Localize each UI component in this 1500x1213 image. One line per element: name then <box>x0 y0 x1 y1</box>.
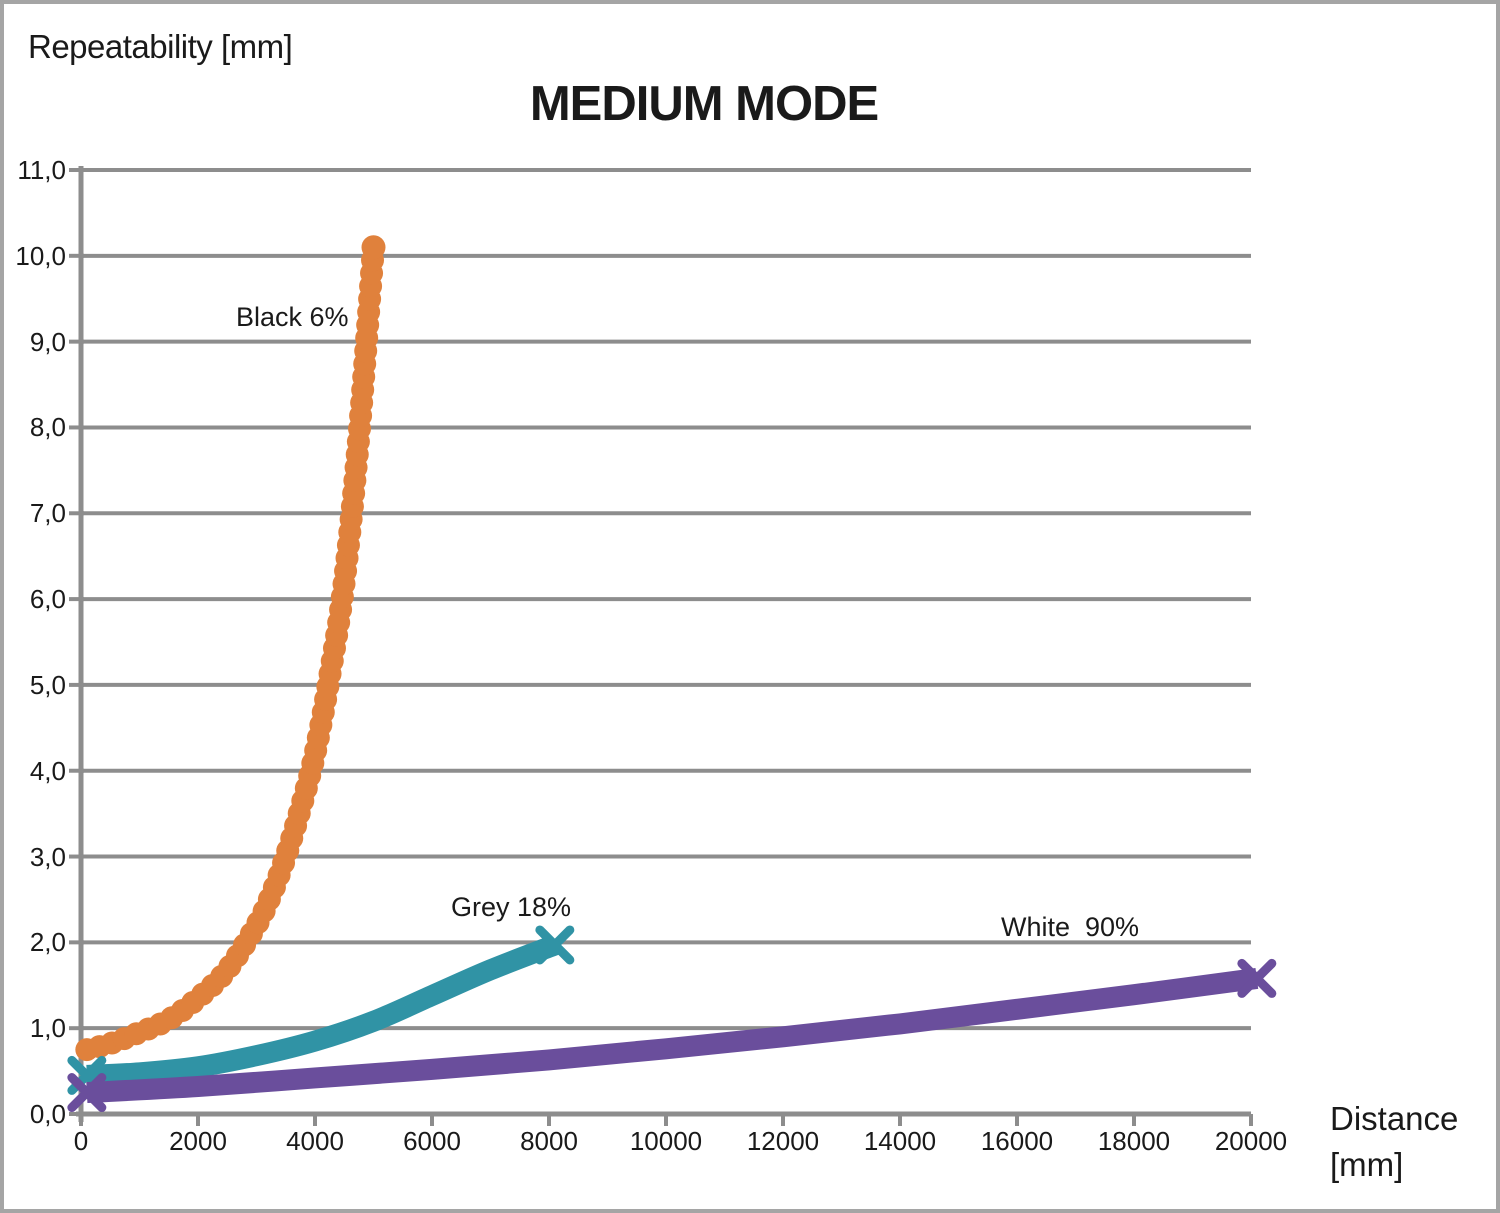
y-tick-label: 3,0 <box>29 841 66 872</box>
y-tick-label: 11,0 <box>17 155 66 185</box>
series-label-grey-18: Grey 18% <box>451 892 572 922</box>
gridlines <box>81 168 1251 1031</box>
x-tick-label: 16000 <box>980 1126 1054 1156</box>
x-marker <box>1237 958 1277 998</box>
x-tick-label: 0 <box>73 1126 89 1156</box>
y-tick-label: 4,0 <box>29 755 66 786</box>
y-tick-label: 0,0 <box>29 1099 66 1129</box>
x-tick-label: 4000 <box>286 1126 344 1156</box>
x-marker <box>535 925 575 965</box>
x-tick-label: 12000 <box>746 1126 820 1156</box>
y-tick-label: 1,0 <box>29 1013 66 1044</box>
x-tick-label: 6000 <box>403 1126 461 1156</box>
y-tick-label: 7,0 <box>29 498 66 529</box>
series-white-90- <box>67 958 1277 1113</box>
series-black-6- <box>75 235 386 1062</box>
y-tick-label: 6,0 <box>29 584 66 615</box>
x-tick-label: 8000 <box>520 1126 578 1156</box>
x-axis-title: Distance [mm] <box>1330 1100 1459 1183</box>
series-line <box>86 935 559 1086</box>
circle-marker <box>361 235 386 260</box>
y-tick-label: 10,0 <box>15 240 66 271</box>
series-label-white-90: White 90% <box>1001 912 1140 942</box>
y-tick-label: 2,0 <box>29 927 66 958</box>
x-tick-label: 14000 <box>863 1126 937 1156</box>
axes <box>69 166 1253 1126</box>
x-tick-label: 2000 <box>169 1126 227 1156</box>
y-tick-label: 8,0 <box>29 412 66 443</box>
y-tick-label: 9,0 <box>29 326 66 357</box>
y-axis-title: Repeatability [mm] <box>28 28 293 65</box>
series-line <box>86 967 1259 1104</box>
chart-title: MEDIUM MODE <box>529 77 879 131</box>
series-label-black-6: Black 6% <box>236 302 349 332</box>
y-tick-label: 5,0 <box>29 669 66 700</box>
chart-canvas <box>67 166 1277 1126</box>
x-marker <box>67 1073 107 1113</box>
x-tick-label: 18000 <box>1097 1126 1171 1156</box>
x-tick-label: 10000 <box>629 1126 703 1156</box>
x-tick-label: 20000 <box>1214 1126 1288 1156</box>
